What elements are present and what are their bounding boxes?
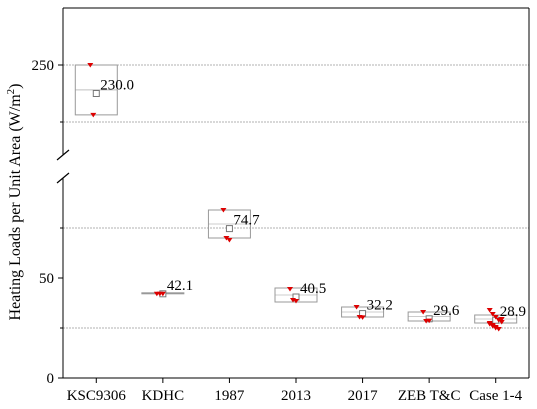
boxes [74, 64, 518, 324]
mean-label: 29.6 [433, 303, 460, 319]
x-tick-label: 1987 [214, 388, 245, 404]
plot-frame [56, 7, 530, 379]
data-point [220, 208, 227, 213]
axis-break-mark [56, 149, 70, 161]
mean-marker [225, 225, 233, 233]
data-points [87, 63, 505, 332]
y-tick-label: 250 [32, 58, 55, 74]
data-point [492, 315, 499, 320]
mean-label: 28.9 [500, 304, 526, 320]
data-point [498, 317, 505, 322]
y-tick-label: 50 [39, 271, 54, 287]
data-point [223, 236, 230, 241]
data-point [359, 315, 366, 320]
mean-labels: 230.0 42.1 74.7 40.5 32.2 29.6 28.9 [100, 78, 526, 321]
data-point [426, 318, 433, 324]
mean-marker [92, 90, 100, 97]
x-tick-label: KDHC [142, 388, 185, 404]
x-tick-label: 2017 [348, 388, 379, 404]
x-axis-ticks: KSC9306 KDHC 1987 2013 2017 ZEB T&C Case 1-4 [67, 378, 523, 404]
data-point [293, 299, 299, 304]
data-point [226, 238, 233, 243]
x-tick-label: KSC9306 [67, 388, 127, 404]
data-point [495, 327, 502, 332]
data-point [486, 308, 493, 313]
data-point [489, 323, 496, 328]
y-axis-ticks: 0 50 250 [32, 58, 63, 387]
gridlines [63, 64, 529, 329]
x-tick-label: 2013 [281, 388, 311, 404]
data-point [489, 312, 496, 317]
data-point [353, 305, 360, 310]
mean-label: 42.1 [167, 278, 193, 294]
data-point [87, 63, 94, 68]
x-tick-label: Case 1-4 [469, 388, 522, 404]
mean-label: 74.7 [233, 213, 260, 229]
data-point [159, 291, 166, 297]
axis-break-mark [56, 172, 70, 184]
data-point [90, 112, 97, 118]
y-axis-label: Heating Loads per Unit Area (W/m2) [5, 84, 24, 321]
mean-label: 40.5 [300, 281, 326, 297]
mean-label: 230.0 [100, 78, 134, 94]
y-tick-label: 0 [47, 371, 55, 387]
data-point [498, 320, 505, 325]
mean-label: 32.2 [367, 298, 393, 314]
data-point [486, 321, 493, 326]
data-point [287, 287, 293, 292]
x-tick-label: ZEB T&C [398, 388, 461, 404]
data-point [492, 325, 499, 330]
data-point [420, 310, 427, 315]
